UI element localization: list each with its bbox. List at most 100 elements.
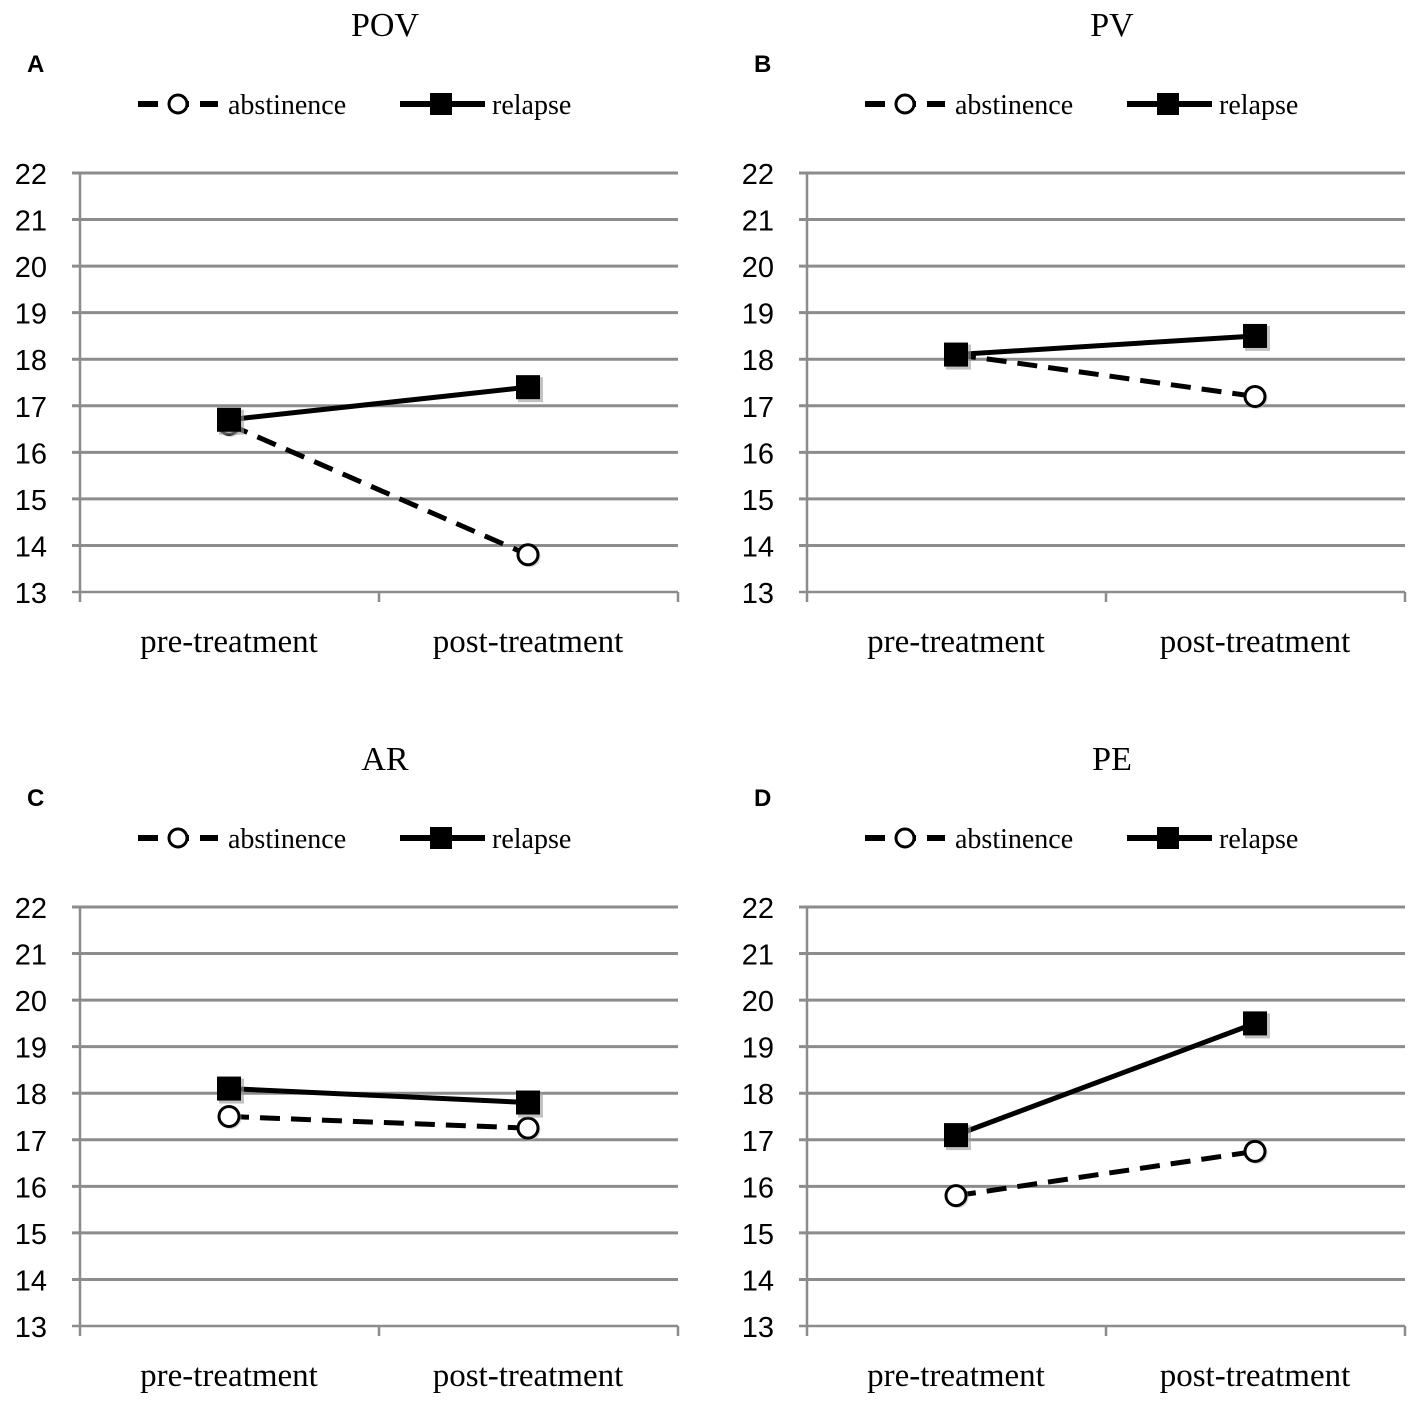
- y-tick-label: 20: [742, 252, 774, 284]
- legend-abstinence-label: abstinence: [228, 824, 346, 855]
- relapse-point: [217, 407, 241, 432]
- legend-abstinence-marker: [167, 827, 189, 849]
- series-relapse-line: [955, 333, 1256, 358]
- x-tick-label: post-treatment: [433, 624, 624, 660]
- y-tick-label: 16: [742, 1172, 774, 1204]
- series-relapse-line: [955, 1021, 1256, 1138]
- y-tick-label: 13: [742, 578, 774, 610]
- y-tick-label: 16: [742, 438, 774, 470]
- y-tick-label: 22: [15, 893, 47, 925]
- x-tick-label: post-treatment: [433, 1358, 624, 1394]
- y-tick-label: 21: [15, 940, 47, 972]
- legend: abstinence relapse: [865, 824, 1298, 855]
- legend: abstinence relapse: [865, 90, 1298, 121]
- legend-abstinence-label: abstinence: [228, 90, 346, 121]
- y-tick-label: 21: [742, 940, 774, 972]
- series-abstinence-line: [228, 422, 529, 558]
- series-relapse-line: [228, 1086, 529, 1106]
- y-tick-label: 14: [15, 1265, 47, 1297]
- y-tick-label: 18: [742, 1079, 774, 1111]
- y-tick-label: 22: [15, 159, 47, 191]
- y-tick-label: 15: [15, 1219, 47, 1251]
- y-tick-label: 22: [742, 893, 774, 925]
- relapse-point: [944, 342, 968, 367]
- panel-letter: C: [27, 785, 44, 812]
- x-tick-label: pre-treatment: [140, 624, 318, 660]
- legend-abstinence-marker: [894, 93, 916, 115]
- legend-relapse-marker: [1157, 93, 1179, 115]
- y-tick-label: 15: [15, 485, 47, 517]
- legend-abstinence-label: abstinence: [955, 824, 1073, 855]
- y-tick-label: 18: [742, 345, 774, 377]
- legend-relapse-label: relapse: [1219, 90, 1298, 121]
- y-tick-label: 19: [15, 1033, 47, 1065]
- y-tick-label: 14: [15, 531, 47, 563]
- y-tick-label: 17: [742, 392, 774, 424]
- y-tick-label: 19: [742, 1033, 774, 1065]
- x-tick-label: pre-treatment: [867, 1358, 1045, 1394]
- chart-title: AR: [361, 741, 409, 778]
- series-abstinence-line: [955, 1148, 1256, 1199]
- y-tick-label: 21: [742, 206, 774, 238]
- abstinence-point: [217, 1105, 241, 1128]
- abstinence-point: [516, 1116, 540, 1140]
- panel-letter: D: [754, 785, 771, 812]
- abstinence-point: [516, 543, 540, 567]
- legend-abstinence-label: abstinence: [955, 90, 1073, 121]
- x-tick-label: post-treatment: [1160, 624, 1351, 660]
- relapse-point: [516, 375, 540, 400]
- chart-title: POV: [351, 7, 419, 44]
- y-tick-label: 14: [742, 531, 774, 563]
- y-tick-label: 19: [15, 299, 47, 331]
- y-tick-label: 18: [15, 345, 47, 377]
- relapse-point: [516, 1090, 540, 1115]
- legend-abstinence-marker: [894, 827, 916, 849]
- y-tick-label: 18: [15, 1079, 47, 1111]
- y-tick-label: 15: [742, 485, 774, 517]
- y-tick-label: 13: [742, 1312, 774, 1344]
- legend-relapse-marker: [430, 827, 452, 849]
- y-tick-label: 19: [742, 299, 774, 331]
- y-tick-label: 21: [15, 206, 47, 238]
- x-tick-label: pre-treatment: [140, 1358, 318, 1394]
- relapse-point: [217, 1076, 241, 1101]
- chart-title: PV: [1090, 7, 1134, 44]
- y-tick-label: 17: [15, 1126, 47, 1158]
- abstinence-point: [1243, 384, 1267, 408]
- chart-title: PE: [1092, 741, 1132, 778]
- y-tick-label: 20: [15, 986, 47, 1018]
- x-tick-label: post-treatment: [1160, 1358, 1351, 1394]
- abstinence-point: [944, 1184, 968, 1208]
- panel-letter: A: [27, 51, 44, 78]
- y-tick-label: 16: [15, 1172, 47, 1204]
- legend-relapse-marker: [1157, 827, 1179, 849]
- series-relapse-line: [228, 384, 529, 423]
- y-tick-label: 13: [15, 1312, 47, 1344]
- y-tick-label: 20: [742, 986, 774, 1018]
- relapse-point: [1243, 1011, 1267, 1036]
- y-tick-label: 13: [15, 578, 47, 610]
- panel-letter: B: [754, 51, 771, 78]
- y-tick-label: 17: [15, 392, 47, 424]
- relapse-point: [944, 1123, 968, 1148]
- legend: abstinence relapse: [138, 824, 571, 855]
- series-abstinence-line: [955, 352, 1256, 399]
- legend-relapse-label: relapse: [492, 824, 571, 855]
- legend-abstinence-marker: [167, 93, 189, 115]
- legend-relapse-marker: [430, 93, 452, 115]
- y-tick-label: 20: [15, 252, 47, 284]
- legend-relapse-label: relapse: [1219, 824, 1298, 855]
- y-tick-label: 14: [742, 1265, 774, 1297]
- abstinence-point: [1243, 1139, 1267, 1163]
- relapse-point: [1243, 323, 1267, 348]
- y-tick-label: 17: [742, 1126, 774, 1158]
- legend: abstinence relapse: [138, 90, 571, 121]
- legend-relapse-label: relapse: [492, 90, 571, 121]
- series-abstinence-line: [228, 1114, 529, 1131]
- y-tick-label: 15: [742, 1219, 774, 1251]
